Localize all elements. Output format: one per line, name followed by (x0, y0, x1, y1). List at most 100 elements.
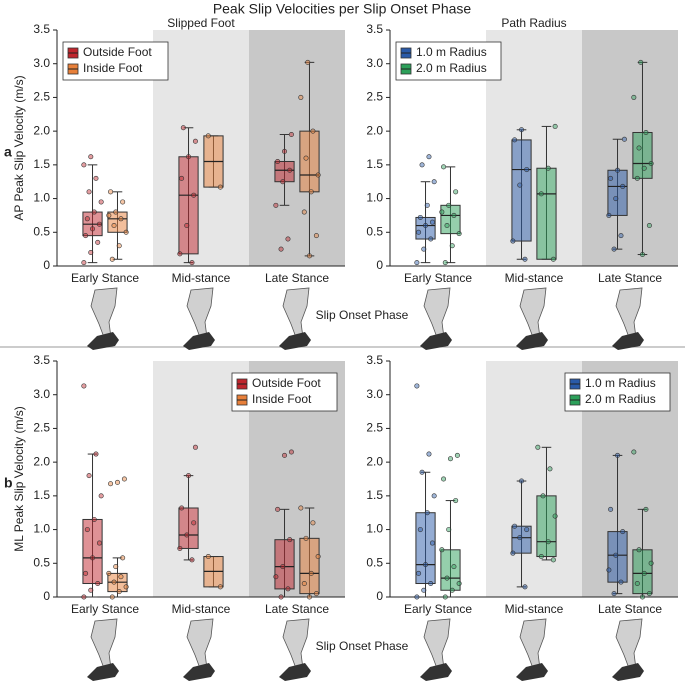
data-point (550, 256, 556, 262)
y-tick-label: 3.0 (366, 387, 383, 401)
y-tick-label: 1.5 (33, 157, 50, 171)
data-point (444, 223, 450, 229)
data-point (417, 527, 423, 533)
data-point (444, 575, 450, 581)
data-point (81, 260, 87, 266)
data-point (613, 196, 619, 202)
data-point (288, 132, 294, 138)
data-point (96, 540, 102, 546)
box (178, 156, 199, 255)
y-tick-label: 0 (376, 589, 383, 603)
panel-label: b (4, 475, 13, 491)
data-point (639, 252, 645, 258)
shoe (279, 663, 311, 681)
data-point (519, 127, 525, 133)
y-tick-label: 1.0 (366, 191, 383, 205)
data-point (421, 587, 427, 593)
data-point (423, 562, 429, 568)
data-point (90, 555, 96, 561)
data-point (426, 154, 432, 160)
y-tick-label: 3.5 (33, 22, 50, 36)
data-point (646, 591, 652, 597)
data-point (108, 189, 114, 195)
data-point (90, 226, 96, 232)
data-point (306, 594, 312, 600)
data-point (512, 523, 518, 529)
shoe (612, 663, 644, 681)
legend-box (62, 41, 169, 81)
data-point (646, 223, 652, 229)
data-point (426, 451, 432, 457)
y-tick-label: 1.0 (33, 522, 50, 536)
legend-label: Outside Foot (83, 45, 152, 59)
data-point (615, 167, 621, 173)
shoe (516, 663, 548, 681)
data-point (417, 214, 423, 220)
y-tick-label: 3.5 (366, 22, 383, 36)
data-point (303, 155, 309, 161)
foot-icon (87, 618, 119, 681)
legend-box (231, 372, 338, 412)
data-point (86, 473, 92, 479)
data-point (285, 586, 291, 592)
data-point (177, 251, 183, 257)
foot-icon (420, 287, 452, 350)
phase-band (390, 361, 486, 597)
data-point (441, 476, 447, 482)
data-point (643, 129, 649, 135)
y-tick-label: 2.5 (366, 90, 383, 104)
data-point (447, 456, 453, 462)
data-point (428, 236, 434, 242)
data-point (442, 594, 448, 600)
phase-band (153, 30, 249, 266)
data-point (179, 175, 185, 181)
data-point (83, 233, 89, 239)
y-tick-label: 3.0 (33, 387, 50, 401)
data-point (648, 161, 654, 167)
data-point (278, 594, 284, 600)
data-point (636, 145, 642, 151)
phase-band (486, 30, 582, 266)
data-point (306, 253, 312, 259)
figure-title: Peak Slip Velocities per Slip Onset Phas… (213, 1, 472, 17)
data-point (278, 246, 284, 252)
data-point (641, 165, 647, 171)
data-point (192, 138, 198, 144)
data-point (621, 136, 627, 142)
y-tick-label: 1.5 (33, 488, 50, 502)
shoe (516, 332, 548, 350)
data-point (456, 581, 462, 587)
data-point (429, 219, 435, 225)
y-tick-label: 2.5 (33, 90, 50, 104)
x-tick-label: Early Stance (71, 271, 139, 285)
data-point (88, 154, 94, 160)
data-point (114, 479, 120, 485)
data-point (287, 537, 293, 543)
data-point (86, 189, 92, 195)
data-point (184, 532, 190, 538)
y-tick-label: 2.0 (33, 454, 50, 468)
shoe (420, 332, 452, 350)
foot-icon (516, 287, 548, 350)
data-point (608, 175, 614, 181)
legend-label: Inside Foot (83, 61, 143, 75)
data-point (517, 535, 523, 541)
box (536, 495, 557, 558)
x-tick-label: Mid-stance (172, 602, 231, 616)
legend-box (564, 372, 671, 412)
shoe (420, 663, 452, 681)
data-point (313, 591, 319, 597)
data-point (428, 581, 434, 587)
box (632, 131, 653, 179)
data-point (453, 189, 459, 195)
y-tick-label: 0.5 (33, 555, 50, 569)
legend-box (395, 41, 502, 81)
data-point (456, 231, 462, 237)
phase-band (249, 30, 345, 266)
foot-icon (516, 618, 548, 681)
data-point (280, 179, 286, 185)
data-point (191, 192, 197, 198)
box (607, 169, 628, 216)
data-point (120, 199, 126, 205)
